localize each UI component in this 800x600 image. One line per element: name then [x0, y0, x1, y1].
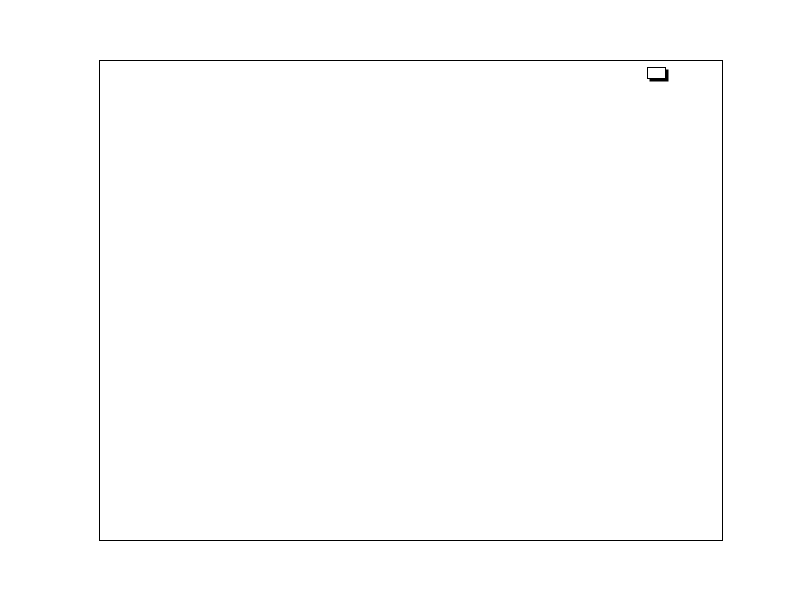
plot-area: [99, 60, 723, 541]
legend: [647, 67, 666, 79]
